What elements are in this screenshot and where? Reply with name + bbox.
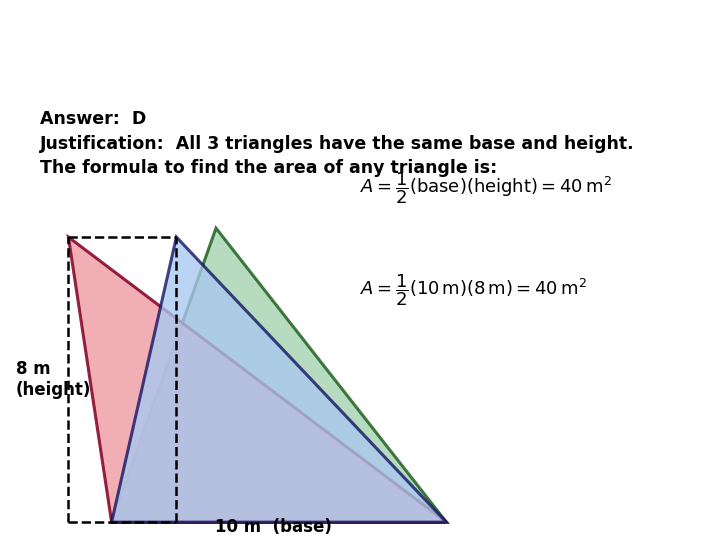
Polygon shape xyxy=(68,237,446,522)
Text: Solution: Solution xyxy=(97,33,253,66)
Text: The formula to find the area of any triangle is:: The formula to find the area of any tria… xyxy=(40,159,497,177)
Text: 10 m  (base): 10 m (base) xyxy=(215,517,332,536)
Polygon shape xyxy=(112,228,446,522)
Text: $A = \dfrac{1}{2}(10\,\mathrm{m})(8\,\mathrm{m}) = 40\,\mathrm{m}^2$: $A = \dfrac{1}{2}(10\,\mathrm{m})(8\,\ma… xyxy=(360,273,587,308)
Polygon shape xyxy=(112,237,446,522)
Text: 8 m
(height): 8 m (height) xyxy=(16,360,91,399)
Text: $A = \dfrac{1}{2}(\mathrm{base})(\mathrm{height}) = 40\,\mathrm{m}^2$: $A = \dfrac{1}{2}(\mathrm{base})(\mathrm… xyxy=(360,170,612,206)
Text: Justification:  All 3 triangles have the same base and height.: Justification: All 3 triangles have the … xyxy=(40,134,634,153)
Text: Answer:  D: Answer: D xyxy=(40,110,146,128)
